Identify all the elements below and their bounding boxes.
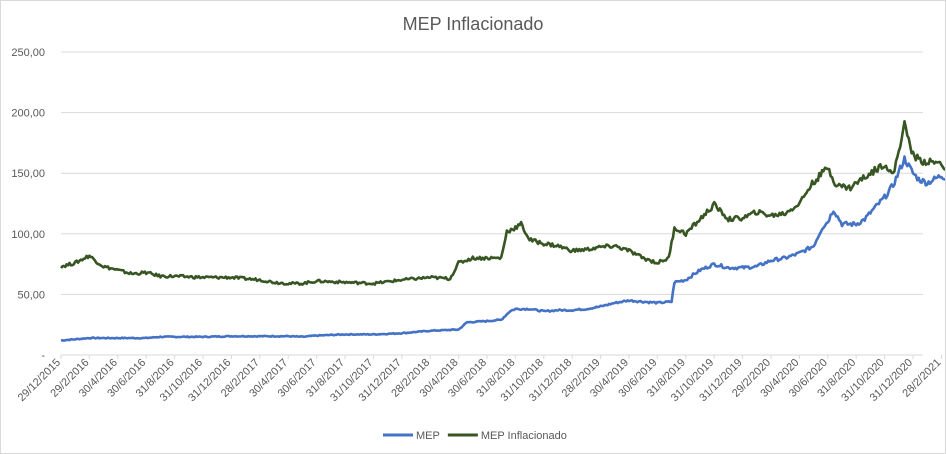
chart-title: MEP Inflacionado xyxy=(403,14,544,34)
series-line-mep xyxy=(60,155,945,342)
y-tick-label: - xyxy=(41,350,45,362)
x-axis-ticks: 29/12/201529/2/201630/4/201630/6/201631/… xyxy=(16,355,944,404)
series-line-mep-inflacionado xyxy=(59,120,945,287)
y-tick-label: 200,00 xyxy=(11,108,45,120)
legend: MEP MEP Inflacionado xyxy=(383,430,567,442)
y-axis-ticks: - 50,00 100,00 150,00 200,00 250,00 xyxy=(11,47,45,362)
y-tick-label: 100,00 xyxy=(11,229,45,241)
y-tick-label: 250,00 xyxy=(11,47,45,59)
legend-label: MEP Inflacionado xyxy=(481,430,567,442)
y-tick-label: 50,00 xyxy=(17,289,45,301)
y-tick-label: 150,00 xyxy=(11,168,45,180)
grid-layer xyxy=(61,51,923,356)
legend-label: MEP xyxy=(416,430,440,442)
series-layer xyxy=(59,120,945,342)
